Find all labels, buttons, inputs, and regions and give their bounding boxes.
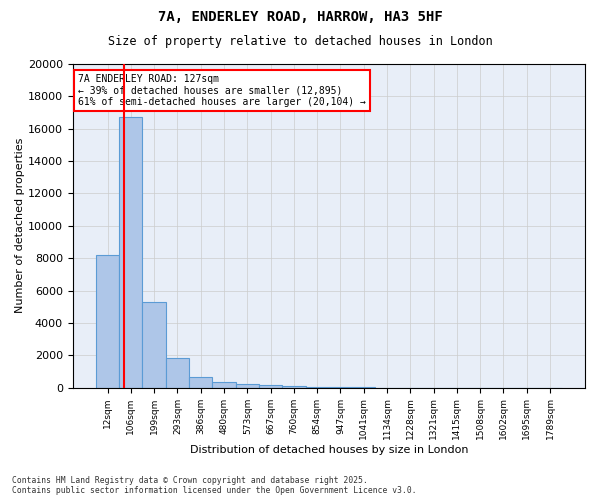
- Text: 7A ENDERLEY ROAD: 127sqm
← 39% of detached houses are smaller (12,895)
61% of se: 7A ENDERLEY ROAD: 127sqm ← 39% of detach…: [78, 74, 365, 107]
- Bar: [282, 386, 305, 388]
- Bar: [142, 302, 166, 388]
- Bar: [96, 255, 119, 388]
- Bar: [236, 384, 259, 388]
- Bar: [189, 377, 212, 388]
- X-axis label: Distribution of detached houses by size in London: Distribution of detached houses by size …: [190, 445, 468, 455]
- Y-axis label: Number of detached properties: Number of detached properties: [15, 138, 25, 314]
- Text: Contains HM Land Registry data © Crown copyright and database right 2025.
Contai: Contains HM Land Registry data © Crown c…: [12, 476, 416, 495]
- Text: Size of property relative to detached houses in London: Size of property relative to detached ho…: [107, 35, 493, 48]
- Bar: [305, 387, 329, 388]
- Bar: [259, 386, 282, 388]
- Bar: [166, 358, 189, 388]
- Bar: [119, 118, 142, 388]
- Text: 7A, ENDERLEY ROAD, HARROW, HA3 5HF: 7A, ENDERLEY ROAD, HARROW, HA3 5HF: [158, 10, 442, 24]
- Bar: [212, 382, 236, 388]
